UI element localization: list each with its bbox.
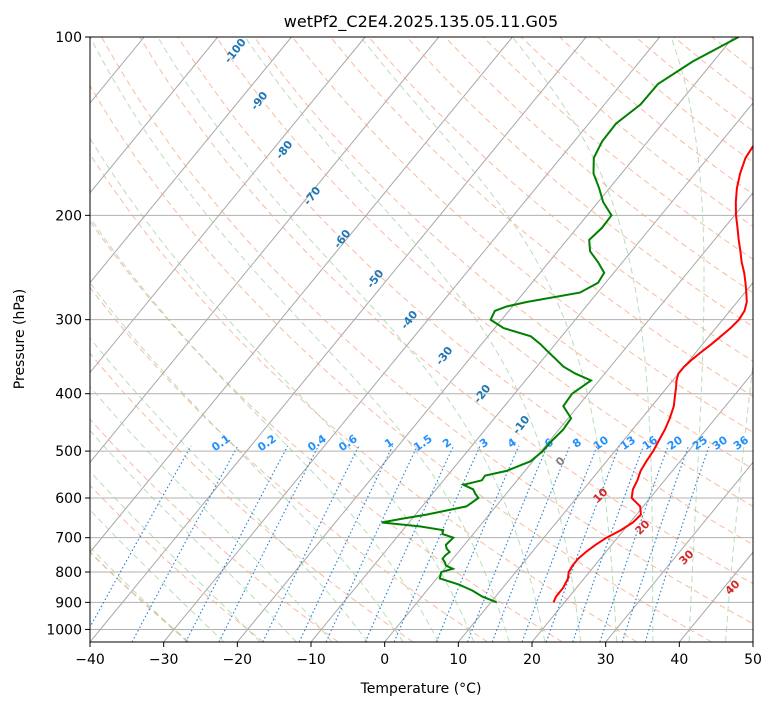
y-tick-label: 1000 [46, 622, 82, 638]
x-tick-label: −30 [149, 652, 179, 668]
x-axis-label: Temperature (°C) [360, 681, 482, 697]
moist-adiabat-line [90, 137, 475, 642]
dry-adiabat-line [90, 484, 264, 642]
isotherm-line [236, 37, 734, 642]
isotherm-line [605, 461, 753, 642]
y-tick-label: 400 [55, 387, 82, 403]
dry-adiabat-line [177, 37, 753, 546]
dry-adiabat-line [90, 84, 712, 642]
x-axis-ticks: −40 −30 −20 −10 0 10 20 30 40 50 [75, 642, 762, 668]
skewed-isotherms [90, 37, 753, 642]
x-tick-label: −40 [75, 652, 105, 668]
chart-title: wetPf2_C2E4.2025.135.05.11.G05 [284, 12, 558, 32]
dry-adiabats [90, 37, 753, 642]
dry-adiabat-line [215, 37, 753, 507]
mixing-ratio-line [90, 445, 192, 629]
x-tick-label: 30 [597, 652, 615, 668]
isotherm-line [310, 102, 753, 642]
moist-adiabats [90, 37, 753, 642]
x-tick-label: 40 [670, 652, 688, 668]
isotherm-line [457, 281, 753, 642]
y-tick-label: 500 [55, 444, 82, 460]
plot-area: -100-90-80-70-60-50-40-30-20-10 0.1 0.2 0.… [90, 37, 753, 642]
y-axis-ticks: 100 200 300 400 500 600 700 800 900 1000 [46, 30, 90, 638]
dry-adiabat-line [90, 220, 563, 642]
dry-adiabat-line [90, 153, 638, 642]
x-tick-label: 0 [380, 652, 389, 668]
isotherm-line [384, 192, 753, 642]
dry-adiabat-line [90, 352, 414, 642]
mixing-ratio-line [521, 445, 598, 642]
y-tick-label: 100 [55, 30, 82, 46]
moist-adiabat-line [90, 509, 225, 642]
x-tick-label: 50 [744, 652, 762, 668]
dry-adiabat-line [90, 551, 190, 642]
temperature-series-line [552, 144, 753, 603]
mixing-ratio-line [621, 445, 690, 642]
moist-adiabat-line [244, 37, 582, 642]
y-tick-label: 300 [55, 313, 82, 329]
x-tick-label: −10 [296, 652, 326, 668]
plot-frame [89, 36, 754, 643]
x-tick-label: 20 [523, 652, 541, 668]
isotherm-line [90, 37, 366, 374]
mixing-ratio-line [393, 445, 481, 642]
mixing-ratio-line [572, 445, 645, 642]
y-tick-label: 200 [55, 208, 82, 224]
isotherm-line [90, 37, 219, 194]
y-tick-label: 900 [55, 595, 82, 611]
moist-adiabat-line [90, 216, 439, 642]
moist-adiabat-line [90, 385, 333, 642]
dewpoint-series-line [381, 37, 740, 604]
isotherm-line [531, 371, 753, 642]
x-tick-label: 10 [449, 652, 467, 668]
dry-adiabat-line [90, 286, 488, 642]
dry-adiabat-line [330, 37, 753, 398]
y-tick-label: 700 [55, 531, 82, 547]
moist-adiabat-line [90, 37, 510, 642]
moist-adiabat-line [90, 546, 188, 642]
mixing-ratio-line [644, 445, 710, 642]
moist-adiabat-line [90, 281, 404, 642]
mixing-ratio-line [218, 445, 319, 642]
dry-adiabat-line [292, 37, 753, 433]
y-tick-label: 800 [55, 565, 82, 581]
isotherm-line [163, 37, 661, 642]
isotherm-line [90, 37, 513, 553]
moist-adiabat-line [670, 37, 705, 642]
dry-adiabat-line [253, 37, 753, 470]
isotherm-line [90, 37, 292, 284]
moist-adiabat-line [90, 337, 369, 642]
pressure-gridlines [90, 37, 753, 630]
mixing-ratio-line [262, 445, 360, 642]
moist-adiabat-line [725, 360, 753, 642]
mixing-ratio-line [599, 445, 669, 642]
moist-adiabat-line [157, 37, 546, 642]
isotherm-line [90, 37, 440, 464]
isotherm-line [90, 37, 587, 642]
y-axis-label: Pressure (hPa) [12, 289, 28, 389]
moist-adiabat-line [511, 37, 654, 642]
x-tick-label: −20 [223, 652, 253, 668]
y-tick-label: 600 [55, 491, 82, 507]
dry-adiabat-line [90, 418, 339, 642]
mixing-ratio-line [298, 445, 394, 642]
